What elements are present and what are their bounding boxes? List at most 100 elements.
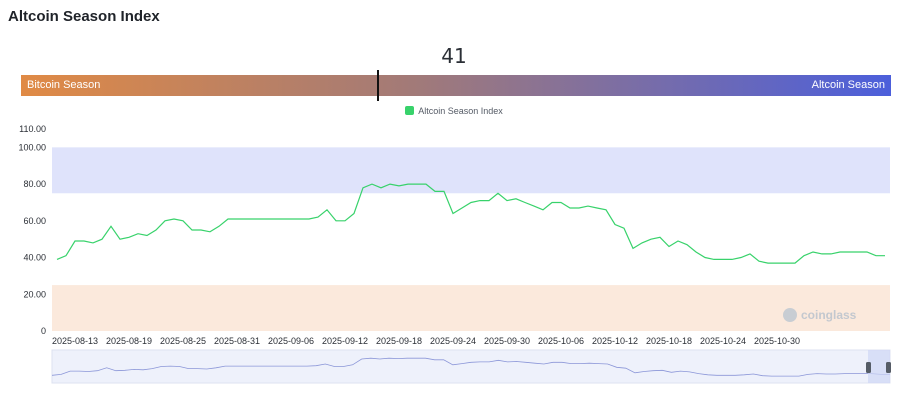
data-point	[596, 207, 598, 209]
data-point	[632, 247, 634, 249]
data-point	[875, 255, 877, 257]
data-point	[326, 209, 328, 211]
x-tick-label: 2025-09-06	[268, 336, 314, 346]
data-point	[65, 255, 67, 257]
watermark: coinglass	[783, 308, 857, 322]
navigator-handle-left[interactable]	[866, 362, 871, 373]
series-line	[56, 183, 885, 264]
y-tick-label: 60.00	[23, 216, 46, 226]
data-point	[713, 258, 715, 260]
data-point	[677, 240, 679, 242]
data-point	[83, 240, 85, 242]
data-point	[335, 220, 337, 222]
data-point	[812, 251, 814, 253]
data-point	[299, 218, 301, 220]
data-point	[461, 207, 463, 209]
data-point	[758, 260, 760, 262]
data-point	[650, 238, 652, 240]
watermark-text: coinglass	[801, 308, 857, 322]
data-point	[569, 207, 571, 209]
gauge-right-label: Altcoin Season	[811, 79, 885, 91]
data-point	[839, 251, 841, 253]
data-point	[92, 242, 94, 244]
gauge-marker	[376, 70, 379, 101]
data-point	[533, 205, 535, 207]
data-point	[425, 183, 427, 185]
data-point	[686, 243, 688, 245]
data-point	[56, 258, 58, 260]
data-point	[524, 201, 526, 203]
data-point	[605, 209, 607, 211]
data-point	[128, 236, 130, 238]
y-tick-label: 20.00	[23, 289, 46, 299]
y-tick-label: 40.00	[23, 253, 46, 263]
data-point	[407, 183, 409, 185]
y-tick-label: 80.00	[23, 179, 46, 189]
data-point	[722, 258, 724, 260]
x-tick-label: 2025-10-18	[646, 336, 692, 346]
data-point	[659, 236, 661, 238]
data-point	[614, 223, 616, 225]
data-point	[542, 209, 544, 211]
data-point	[740, 256, 742, 258]
data-point	[398, 185, 400, 187]
data-point	[416, 183, 418, 185]
data-point	[506, 199, 508, 201]
coinglass-logo-icon	[783, 308, 797, 322]
data-point	[101, 238, 103, 240]
season-gauge: Bitcoin Season Altcoin Season	[21, 75, 891, 96]
data-point	[119, 238, 121, 240]
data-point	[317, 216, 319, 218]
data-point	[146, 234, 148, 236]
data-point	[641, 242, 643, 244]
band-1	[52, 285, 890, 331]
data-point	[353, 212, 355, 214]
data-point	[794, 262, 796, 264]
data-point	[74, 240, 76, 242]
x-tick-label: 2025-09-30	[484, 336, 530, 346]
data-point	[452, 212, 454, 214]
data-point	[209, 231, 211, 233]
x-tick-label: 2025-08-31	[214, 336, 260, 346]
data-point	[470, 201, 472, 203]
navigator-line	[51, 357, 890, 377]
data-point	[767, 262, 769, 264]
x-tick-label: 2025-08-25	[160, 336, 206, 346]
data-point	[623, 227, 625, 229]
page-title: Altcoin Season Index	[8, 8, 160, 25]
data-point	[137, 232, 139, 234]
data-point	[380, 187, 382, 189]
data-point	[263, 218, 265, 220]
data-point	[848, 251, 850, 253]
data-point	[245, 218, 247, 220]
x-tick-label: 2025-10-30	[754, 336, 800, 346]
data-point	[290, 218, 292, 220]
data-point	[362, 187, 364, 189]
data-point	[866, 251, 868, 253]
gauge-left-label: Bitcoin Season	[27, 79, 101, 91]
data-point	[884, 255, 886, 257]
data-point	[821, 253, 823, 255]
y-tick-label: 110.00	[19, 124, 46, 134]
data-point	[479, 199, 481, 201]
gauge-gradient-bar	[21, 75, 891, 96]
x-tick-label: 2025-08-19	[106, 336, 152, 346]
y-tick-label: 0	[41, 326, 46, 336]
data-point	[155, 229, 157, 231]
data-point	[578, 207, 580, 209]
data-point	[731, 258, 733, 260]
data-point	[434, 190, 436, 192]
navigator-area	[51, 349, 891, 384]
data-point	[704, 256, 706, 258]
data-point	[749, 253, 751, 255]
data-point	[173, 218, 175, 220]
chart-legend[interactable]: Altcoin Season Index	[0, 106, 908, 116]
legend-label: Altcoin Season Index	[418, 106, 503, 116]
x-tick-label: 2025-09-12	[322, 336, 368, 346]
data-point	[776, 262, 778, 264]
data-point	[236, 218, 238, 220]
y-tick-label: 100.00	[18, 142, 46, 152]
navigator-handle-right[interactable]	[886, 362, 891, 373]
data-point	[515, 198, 517, 200]
data-point	[218, 225, 220, 227]
